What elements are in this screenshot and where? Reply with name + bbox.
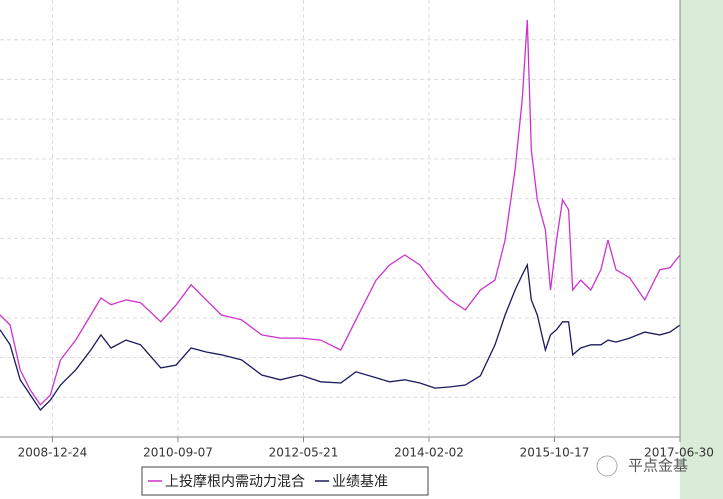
x-ticks: 2008-12-24 2010-09-07 2012-05-21 2014-02-02… [18,437,714,460]
legend-box [141,466,429,496]
x-tick-label: 2012-05-21 [269,446,339,460]
lines [0,19,681,412]
x-tick-label: 2017-06-30 [644,446,714,460]
series-line [0,262,681,412]
legend-label: 业绩基准 [332,473,388,490]
watermark-icon [596,455,618,477]
legend: 上投摩根内需动力混合 业绩基准 [148,473,388,490]
watermark: 平点金基 [628,457,688,475]
series-line [0,19,681,406]
x-tick-label: 2008-12-24 [18,446,88,460]
side-panel [680,0,723,499]
x-tick-label: 2015-10-17 [520,446,590,460]
x-tick-label: 2014-02-02 [394,446,464,460]
legend-label: 上投摩根内需动力混合 [165,473,305,490]
x-tick-label: 2010-09-07 [143,446,213,460]
plot-area [0,0,680,437]
